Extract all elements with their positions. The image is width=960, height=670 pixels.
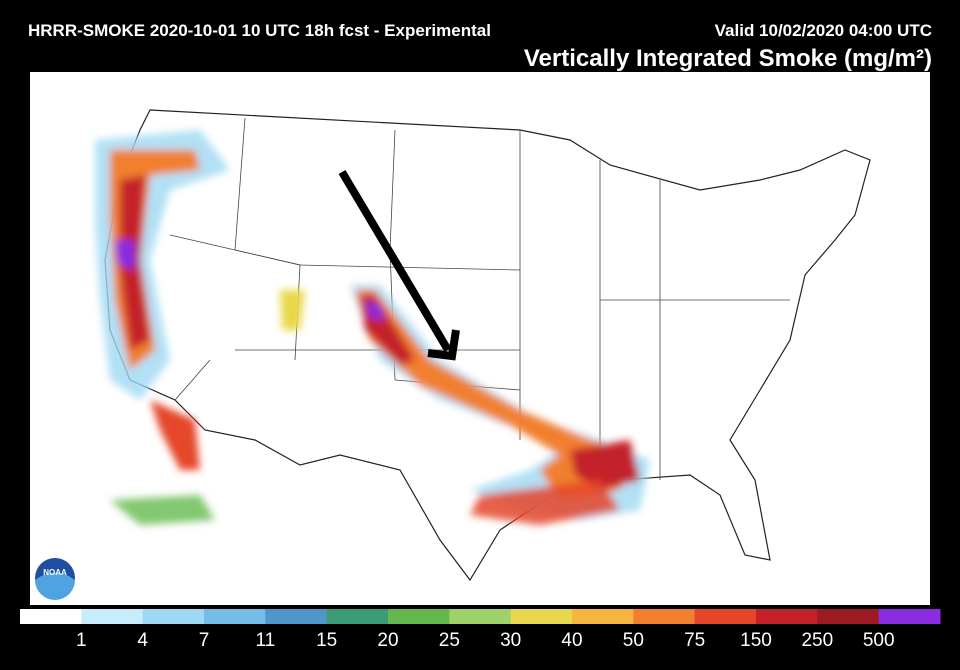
colorbar-label: 15 xyxy=(316,630,337,651)
color-box xyxy=(204,609,266,624)
color-box xyxy=(388,609,450,624)
arrow xyxy=(338,169,460,361)
color-box xyxy=(265,609,328,624)
color-box xyxy=(449,609,512,624)
colorbar-label: 7 xyxy=(199,630,210,651)
colorbar-label: 30 xyxy=(500,630,521,651)
colorbar-label: 75 xyxy=(684,630,705,651)
colorbar-label: 4 xyxy=(137,630,148,651)
title: HRRR-SMOKE 2020-10-01 10 UTC 18h fcst - … xyxy=(28,21,491,40)
valid-time: Valid 10/02/2020 04:00 UTC xyxy=(715,21,932,40)
colorbar-label: 11 xyxy=(255,630,275,651)
colorbar-label: 1 xyxy=(76,630,87,651)
colorbar-label: 500 xyxy=(863,630,895,651)
noaa-logo: NOAA xyxy=(33,556,77,600)
smoke-field xyxy=(95,130,650,525)
logo-label: NOAA xyxy=(43,568,67,577)
color-box xyxy=(81,609,144,624)
color-box xyxy=(817,609,880,624)
color-box xyxy=(20,609,82,624)
colorbar-label: 20 xyxy=(377,630,398,651)
color-box xyxy=(756,609,818,624)
colorbar-label: 40 xyxy=(561,630,582,651)
color-box xyxy=(326,609,389,624)
color-box xyxy=(878,609,941,624)
colorbar: 1 4 7 11 15 20 25 30 40 50 75 150 250 500 xyxy=(20,609,941,651)
colorbar-label: 250 xyxy=(801,630,833,651)
color-box xyxy=(510,609,573,624)
colorbar-label: 150 xyxy=(740,630,772,651)
colorbar-label: 25 xyxy=(439,630,460,651)
color-box xyxy=(694,609,757,624)
color-box xyxy=(633,609,696,624)
field-name: Vertically Integrated Smoke (mg/m²) xyxy=(524,45,932,72)
color-box xyxy=(572,609,634,624)
colorbar-label: 50 xyxy=(623,630,644,651)
color-box xyxy=(142,609,205,624)
